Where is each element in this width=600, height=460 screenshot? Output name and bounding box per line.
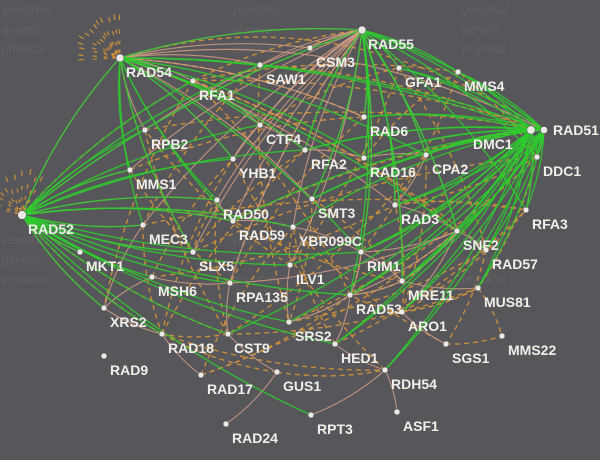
svg-text:RAD54: RAD54 [126, 64, 172, 80]
svg-text:RAD59: RAD59 [239, 227, 285, 243]
svg-text:RAD3: RAD3 [401, 211, 439, 227]
svg-text:RFA2: RFA2 [311, 156, 347, 172]
svg-text:RIM1: RIM1 [367, 258, 401, 274]
svg-text:RPT3: RPT3 [317, 421, 353, 437]
svg-text:HED1: HED1 [341, 350, 379, 366]
svg-text:RAD24: RAD24 [232, 430, 278, 446]
svg-text:CSM3: CSM3 [316, 54, 355, 70]
svg-text:MUS81: MUS81 [484, 294, 531, 310]
svg-text:SMT3: SMT3 [318, 205, 356, 221]
svg-text:RAD18: RAD18 [168, 340, 214, 356]
svg-text:MRE11: MRE11 [408, 287, 454, 303]
svg-text:RFA1: RFA1 [199, 87, 235, 103]
svg-text:MMS22: MMS22 [508, 342, 556, 358]
svg-text:MEC3: MEC3 [149, 231, 188, 247]
svg-text:CPA2: CPA2 [432, 161, 469, 177]
svg-text:GFA1: GFA1 [405, 74, 442, 90]
svg-text:RAD9: RAD9 [110, 362, 148, 378]
svg-text:RAD16: RAD16 [370, 164, 416, 180]
svg-text:RPA135: RPA135 [236, 289, 288, 305]
svg-text:SGS1: SGS1 [452, 350, 490, 366]
svg-text:RFA3: RFA3 [532, 216, 568, 232]
svg-text:DMC1: DMC1 [473, 136, 513, 152]
svg-text:CTF4: CTF4 [266, 131, 301, 147]
svg-text:MSH6: MSH6 [158, 283, 197, 299]
svg-text:MKT1: MKT1 [86, 258, 124, 274]
svg-text:MMS4: MMS4 [464, 78, 505, 94]
svg-text:ARO1: ARO1 [408, 318, 447, 334]
svg-text:RAD53: RAD53 [356, 301, 402, 317]
svg-text:RAD17: RAD17 [207, 381, 253, 397]
svg-text:RAD55: RAD55 [368, 36, 414, 52]
svg-text:YBR099C: YBR099C [299, 233, 362, 249]
svg-text:YHB1: YHB1 [239, 165, 277, 181]
svg-text:RAD52: RAD52 [28, 221, 74, 237]
svg-text:CST9: CST9 [234, 340, 270, 356]
svg-text:ILV1: ILV1 [296, 271, 325, 287]
svg-text:RAD50: RAD50 [223, 206, 269, 222]
svg-text:MMS1: MMS1 [136, 176, 177, 192]
svg-text:RAD51: RAD51 [553, 122, 599, 138]
svg-text:DDC1: DDC1 [543, 163, 581, 179]
svg-text:SRS2: SRS2 [295, 328, 332, 344]
svg-text:RDH54: RDH54 [391, 376, 437, 392]
svg-text:RPB2: RPB2 [151, 136, 189, 152]
svg-text:GUS1: GUS1 [283, 378, 321, 394]
svg-text:ASF1: ASF1 [403, 418, 439, 434]
svg-text:SAW1: SAW1 [266, 71, 306, 87]
svg-text:SNF2: SNF2 [463, 237, 499, 253]
svg-text:SLX5: SLX5 [199, 258, 234, 274]
svg-text:RAD57: RAD57 [492, 256, 538, 272]
svg-text:XRS2: XRS2 [110, 314, 147, 330]
svg-text:RAD6: RAD6 [370, 123, 408, 139]
